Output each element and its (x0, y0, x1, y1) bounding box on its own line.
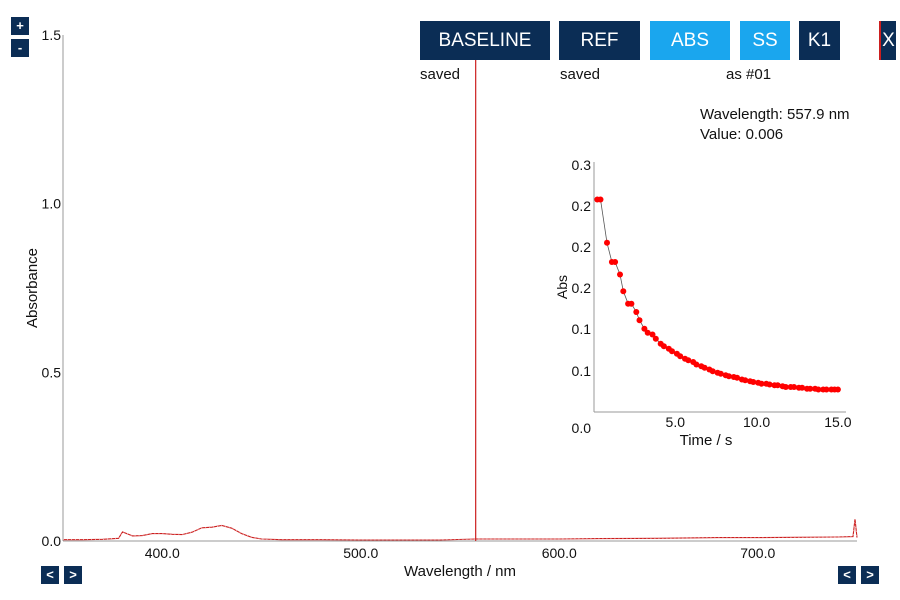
kinetics-point (628, 300, 635, 307)
spectrum-trace (63, 519, 858, 541)
baseline-status: saved (420, 66, 461, 83)
kinetics-point (834, 386, 841, 393)
kinetics-point (636, 317, 643, 324)
kinetics-point (791, 384, 797, 390)
x-tick-label: 500.0 (343, 545, 378, 561)
kinetics-point (604, 239, 610, 246)
kinetics-point (633, 309, 640, 315)
inset-y-tick-label: 0.2 (572, 239, 592, 255)
inset-y-tick-label: 0.1 (572, 321, 592, 337)
kinetics-point (815, 386, 822, 393)
kinetics-point (750, 379, 757, 385)
wavelength-readout: Wavelength: 557.9 nm (700, 106, 850, 123)
kinetics-point (597, 196, 604, 203)
kinetics-point (774, 382, 781, 389)
kinetics-point (758, 380, 765, 387)
kinetics-point (725, 373, 732, 380)
kinetics-point (709, 368, 716, 375)
kinetics-point (685, 357, 692, 364)
kinetics-point (823, 386, 830, 393)
inset-y-tick-label: 0.2 (572, 198, 592, 214)
inset-y-tick-label: 0.3 (572, 157, 592, 173)
zoom-out-button[interactable]: - (11, 39, 29, 57)
x-tick-label: 700.0 (740, 545, 775, 561)
kinetics-point (612, 259, 619, 265)
abs-button[interactable]: ABS (650, 21, 730, 60)
spectrum-line (63, 519, 858, 541)
kinetics-point (799, 384, 806, 391)
x-tick-label: 400.0 (145, 545, 180, 561)
kinetics-point (644, 329, 651, 336)
scroll-right-next-button[interactable]: > (861, 566, 879, 584)
ss-button[interactable]: SS (740, 21, 790, 60)
y-tick-label: 0.0 (42, 533, 62, 549)
scroll-left-prev-button[interactable]: < (41, 566, 59, 584)
ref-button[interactable]: REF (559, 21, 640, 60)
kinetics-point (782, 384, 789, 390)
value-readout: Value: 0.006 (700, 126, 784, 143)
zoom-in-button[interactable]: + (11, 17, 29, 35)
kinetics-point (717, 370, 724, 377)
kinetics-point (641, 325, 648, 332)
inset-x-tick-label: 15.0 (824, 414, 851, 430)
kinetics-point (766, 381, 773, 388)
scroll-right-prev-button[interactable]: < (838, 566, 856, 584)
spectrum-line-dots (63, 519, 858, 541)
ref-status: saved (560, 66, 601, 83)
inset-x-tick-label: 10.0 (743, 414, 770, 430)
inset-x-axis-label: Time / s (680, 432, 733, 449)
inset-x-tick-label: 5.0 (666, 414, 686, 430)
kinetics-point (701, 364, 708, 371)
scroll-left-next-button[interactable]: > (64, 566, 82, 584)
close-button[interactable]: X (879, 21, 896, 60)
kinetics-point (660, 343, 667, 350)
ss-status: as #01 (726, 66, 772, 83)
inset-y-tick-label: 0.0 (572, 420, 592, 436)
kinetics-point (652, 335, 659, 342)
inset-y-tick-label: 0.2 (572, 280, 592, 296)
inset-y-tick-label: 0.1 (572, 363, 592, 379)
kinetics-point (649, 331, 656, 338)
kinetics-point (617, 271, 623, 278)
k1-button[interactable]: K1 (799, 21, 840, 60)
baseline-button[interactable]: BASELINE (420, 21, 550, 60)
y-tick-label: 1.0 (42, 196, 62, 212)
kinetics-point (807, 385, 814, 392)
kinetics-line (597, 199, 838, 390)
y-axis-label: Absorbance (24, 248, 41, 328)
x-tick-label: 600.0 (542, 545, 577, 561)
y-tick-label: 1.5 (42, 27, 62, 43)
kinetics-point (742, 377, 749, 384)
kinetics-point (677, 353, 684, 360)
kinetics-point (693, 361, 700, 368)
kinetics-point (734, 374, 741, 381)
x-axis-label: Wavelength / nm (404, 563, 516, 580)
spectrum-axes: 0.0 0.5 1.0 1.5 400.0 500.0 600.0 700.0 Waveleng… (24, 27, 857, 580)
y-tick-label: 0.5 (42, 364, 62, 380)
kinetics-inset-chart: 0.0 0.1 0.1 0.2 0.2 0.2 0.3 5.0 10.0 15.0 Time / s… (554, 157, 852, 449)
kinetics-point (669, 348, 675, 355)
inset-y-axis-label: Abs (554, 275, 570, 299)
kinetics-point (620, 288, 627, 295)
